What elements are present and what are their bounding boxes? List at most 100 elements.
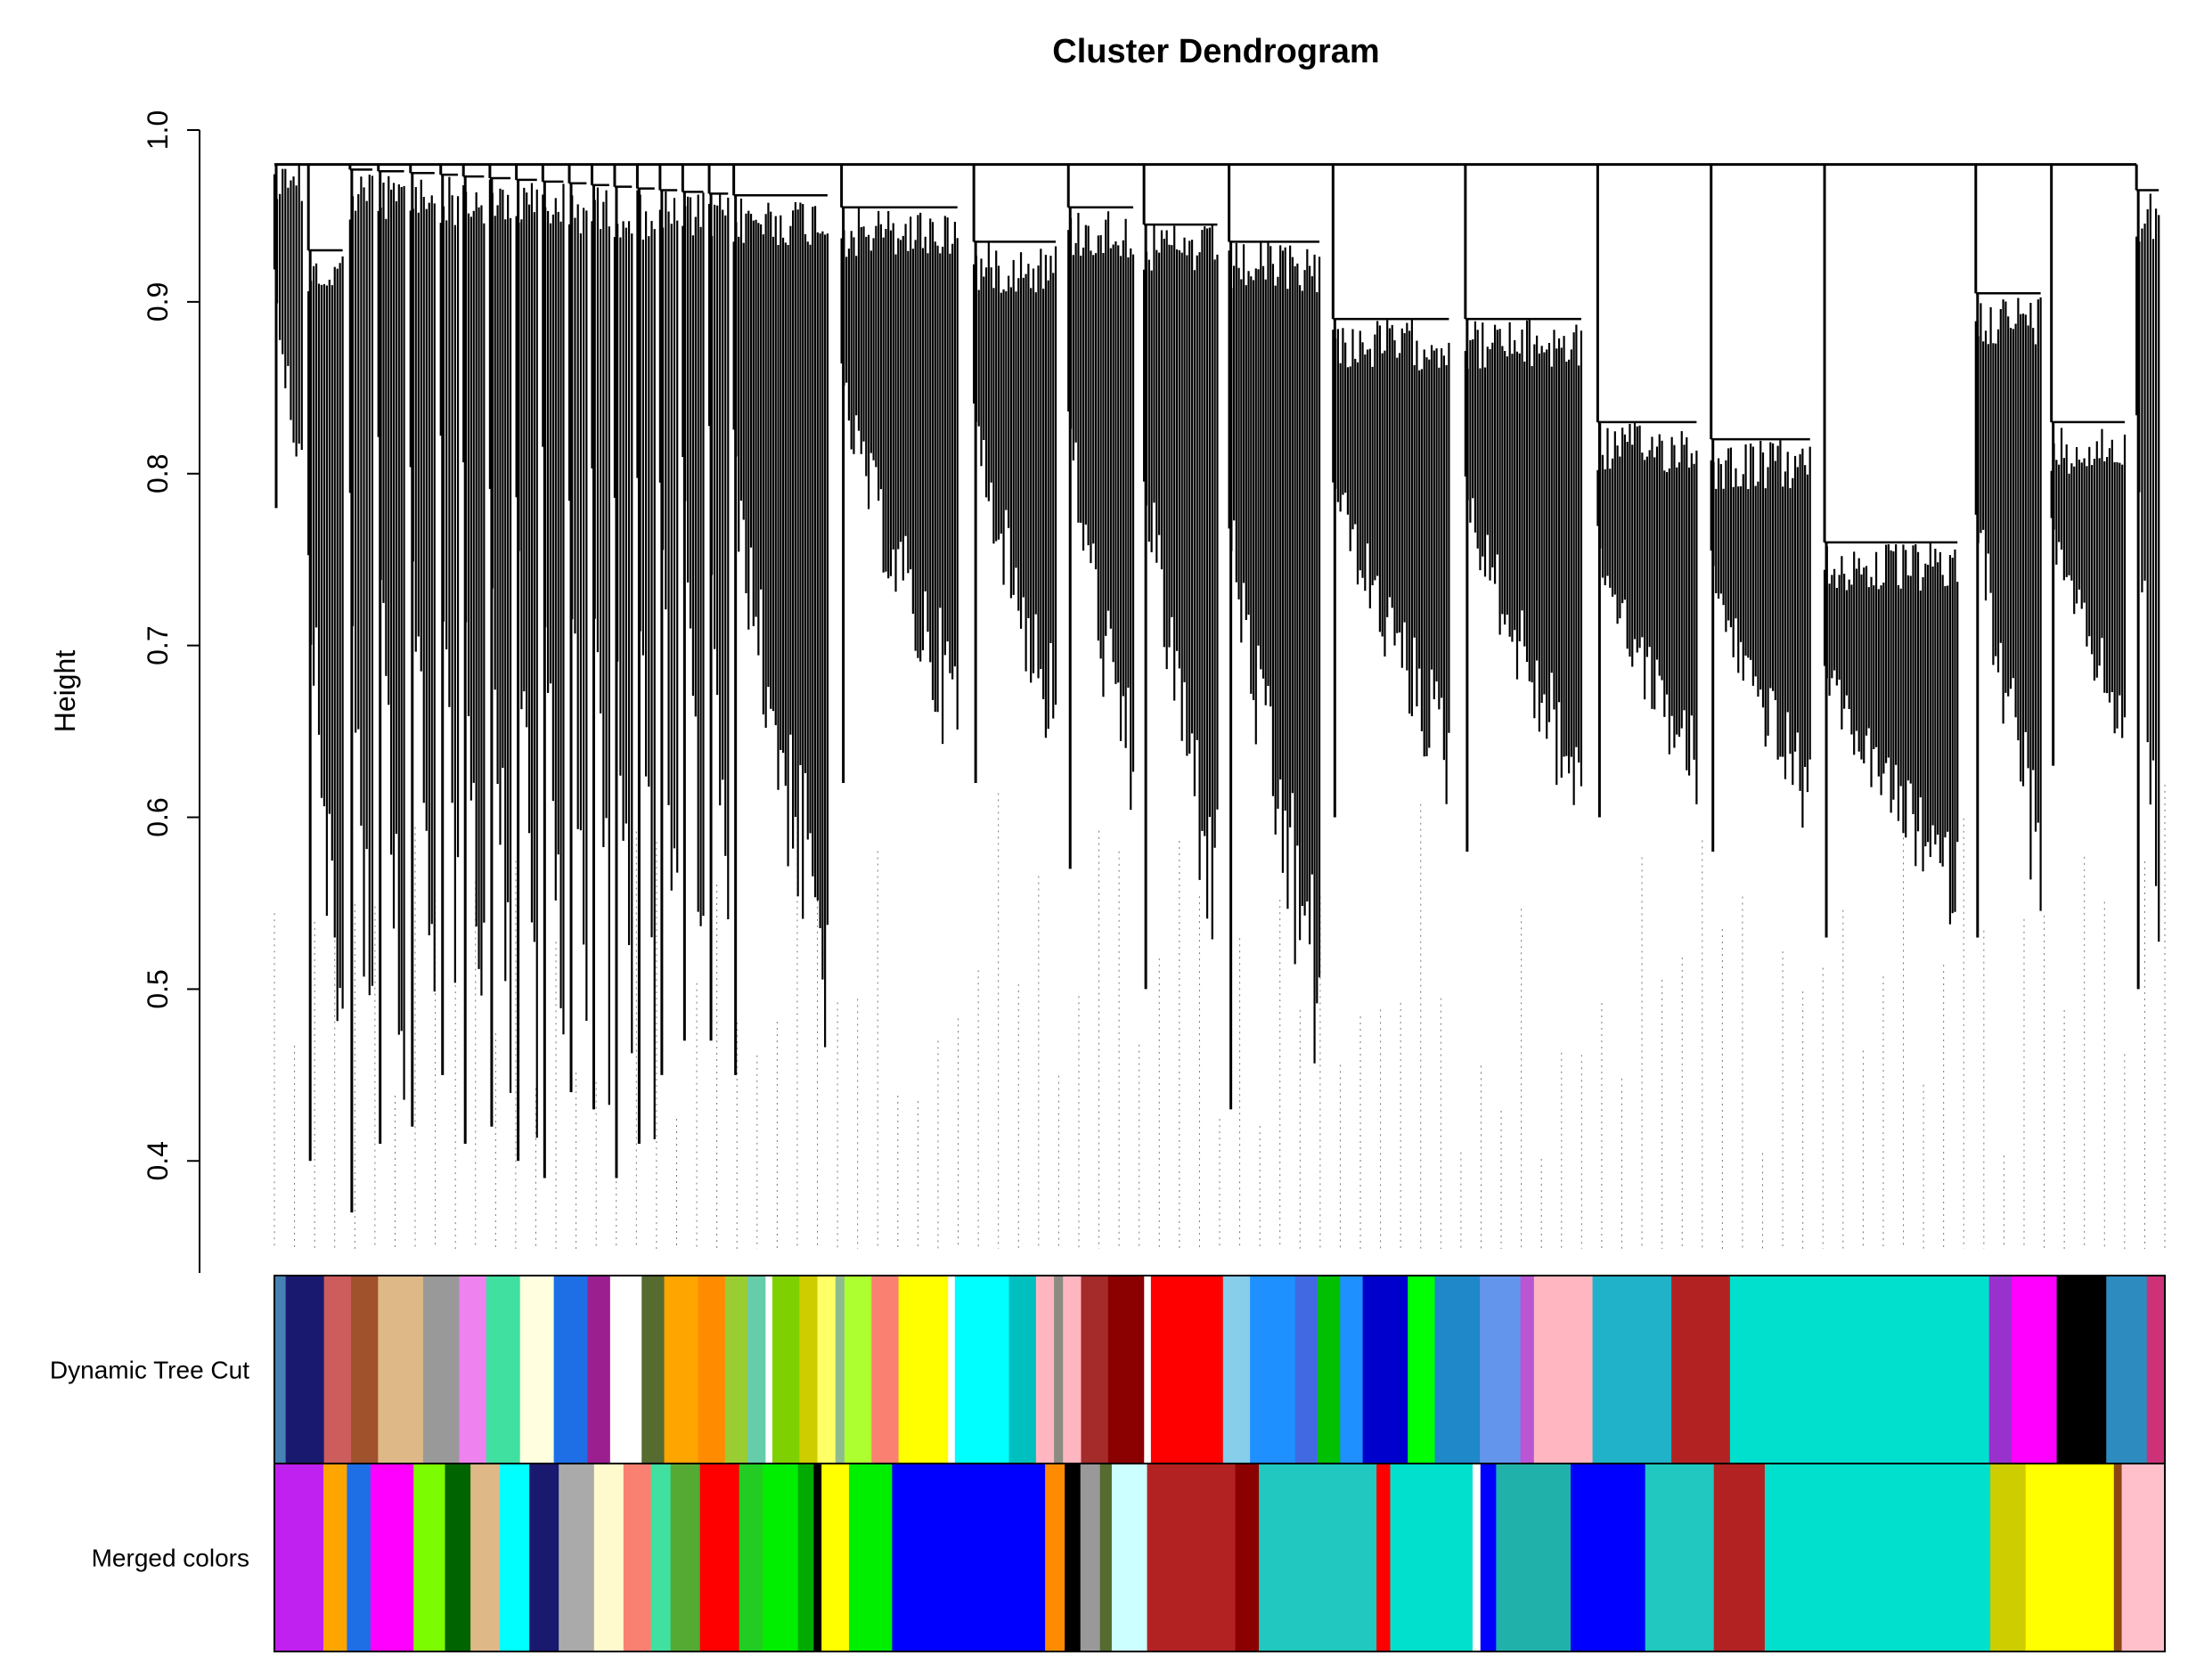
- color-segment: [954, 1276, 1010, 1464]
- color-segment: [844, 1276, 872, 1464]
- y-tick-label: 0.7: [142, 625, 174, 665]
- y-tick-label: 1.0: [142, 110, 174, 150]
- color-segment: [1144, 1276, 1152, 1464]
- color-row: Dynamic Tree Cut: [50, 1275, 2166, 1464]
- color-segment: [1222, 1276, 1251, 1464]
- color-segment: [739, 1464, 763, 1651]
- color-segment: [1764, 1464, 1991, 1651]
- y-tick-label: 0.5: [142, 969, 174, 1008]
- color-segment: [1729, 1276, 1990, 1464]
- color-segment: [1065, 1464, 1082, 1651]
- color-segment: [1063, 1276, 1082, 1464]
- color-segment: [285, 1276, 325, 1464]
- color-segment: [323, 1276, 352, 1464]
- color-segment: [623, 1464, 652, 1651]
- color-segment: [1988, 1276, 2012, 1464]
- color-segment: [370, 1464, 414, 1651]
- color-segment: [892, 1464, 1046, 1651]
- color-segment: [821, 1464, 850, 1651]
- color-segment: [948, 1276, 956, 1464]
- color-segment: [797, 1464, 814, 1651]
- color-segment: [1434, 1276, 1481, 1464]
- color-segment: [347, 1464, 371, 1651]
- color-segment: [274, 1276, 287, 1464]
- color-segment: [1533, 1276, 1594, 1464]
- color-segment: [747, 1276, 766, 1464]
- color-segment: [1250, 1276, 1296, 1464]
- color-segment: [650, 1464, 672, 1651]
- color-segment: [1571, 1464, 1646, 1651]
- color-segment: [1480, 1464, 1497, 1651]
- color-segment: [1520, 1276, 1535, 1464]
- chart-title: Cluster Dendrogram: [1052, 33, 1379, 70]
- color-segment: [422, 1276, 460, 1464]
- color-segment: [1107, 1276, 1145, 1464]
- color-segment: [1390, 1464, 1474, 1651]
- color-row-label: Merged colors: [92, 1545, 249, 1572]
- color-segment: [350, 1276, 379, 1464]
- color-segment: [2056, 1276, 2107, 1464]
- dendrogram-tree: [273, 163, 2160, 1213]
- y-tick-label: 0.4: [142, 1141, 174, 1180]
- color-segment: [1147, 1464, 1237, 1651]
- color-segment: [1080, 1464, 1101, 1651]
- color-segment: [1294, 1276, 1319, 1464]
- color-segment: [1150, 1276, 1224, 1464]
- color-segment: [1362, 1276, 1408, 1464]
- color-row: Merged colors: [92, 1463, 2166, 1652]
- color-segment: [2025, 1464, 2115, 1651]
- color-row-frame: [274, 1463, 2166, 1652]
- color-segment: [587, 1276, 611, 1464]
- color-segment: [670, 1464, 701, 1651]
- color-segment: [1480, 1276, 1522, 1464]
- color-segment: [2012, 1276, 2058, 1464]
- color-segment: [772, 1276, 800, 1464]
- color-segment: [835, 1276, 845, 1464]
- color-segment: [1990, 1464, 2027, 1651]
- color-segment: [553, 1276, 589, 1464]
- color-segment: [763, 1464, 799, 1651]
- color-segment: [1035, 1276, 1055, 1464]
- color-segment: [1645, 1464, 1715, 1651]
- color-segment: [724, 1276, 748, 1464]
- color-segment: [1099, 1464, 1113, 1651]
- color-segment: [2106, 1276, 2148, 1464]
- color-segment: [1318, 1276, 1341, 1464]
- color-segment: [765, 1276, 773, 1464]
- color-segment: [2121, 1464, 2166, 1651]
- color-segment: [413, 1464, 446, 1651]
- color-segment: [323, 1464, 347, 1651]
- color-segment: [848, 1464, 893, 1651]
- color-segment: [1045, 1464, 1065, 1651]
- color-segment: [486, 1276, 521, 1464]
- y-axis-label: Height: [49, 650, 81, 733]
- color-segment: [2113, 1464, 2123, 1651]
- color-segment: [664, 1276, 698, 1464]
- color-segment: [1376, 1464, 1392, 1651]
- color-segment: [2146, 1276, 2166, 1464]
- color-segment: [500, 1464, 530, 1651]
- color-segment: [1008, 1276, 1037, 1464]
- color-segment: [559, 1464, 595, 1651]
- color-segment: [699, 1464, 740, 1651]
- color-segment: [898, 1276, 949, 1464]
- color-segment: [1592, 1276, 1672, 1464]
- y-tick-label: 0.9: [142, 282, 174, 322]
- color-segment: [1713, 1464, 1766, 1651]
- color-segment: [519, 1276, 555, 1464]
- color-segment: [698, 1276, 726, 1464]
- color-segment: [445, 1464, 471, 1651]
- y-tick-label: 0.8: [142, 454, 174, 493]
- color-segment: [459, 1276, 487, 1464]
- color-segment: [1081, 1276, 1109, 1464]
- module-color-rows: Dynamic Tree Cut Merged colors: [50, 1275, 2166, 1652]
- color-segment: [1235, 1464, 1260, 1651]
- color-segment: [1111, 1464, 1148, 1651]
- leaf-guide-lines: [274, 784, 2166, 1249]
- color-row-label: Dynamic Tree Cut: [50, 1357, 249, 1384]
- color-segment: [1671, 1276, 1731, 1464]
- color-segment: [813, 1464, 822, 1651]
- color-segment: [1496, 1464, 1572, 1651]
- color-segment: [1054, 1276, 1064, 1464]
